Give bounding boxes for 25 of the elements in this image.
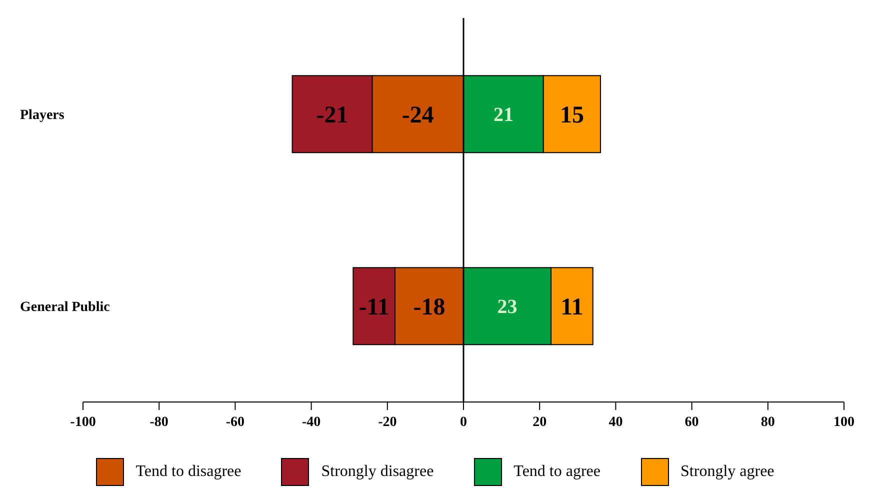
x-tick-label: -80 [150,414,168,430]
x-tick-label: 40 [608,414,623,430]
data-label: 15 [560,102,584,129]
legend-label: Strongly agree [680,463,774,481]
data-label: -21 [316,102,348,129]
x-tick-label: -60 [226,414,245,430]
data-label: -18 [413,294,446,321]
legend-label: Tend to agree [514,463,601,481]
x-tick-label: -20 [378,414,397,430]
x-tick-label: -100 [70,414,96,430]
legend-label: Tend to disagree [136,463,242,481]
legend-label: Strongly disagree [321,463,434,481]
y-tick-label: Players [20,108,65,123]
x-tick-label: 60 [684,414,699,430]
data-label: 21 [493,104,514,126]
x-tick-label: 100 [834,414,854,430]
x-tick-label: 80 [760,414,775,430]
data-label: -11 [358,294,390,321]
x-tick-label: -40 [302,414,321,430]
data-label: 23 [497,296,518,318]
x-tick-label: 0 [460,414,467,430]
y-tick-label: General Public [20,300,110,315]
data-label: -24 [402,102,434,129]
x-tick-label: 20 [532,414,547,430]
data-label: 11 [560,294,584,321]
